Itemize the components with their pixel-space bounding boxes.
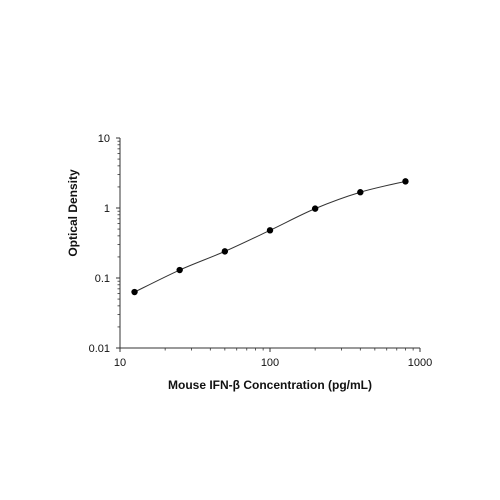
data-point <box>266 227 274 234</box>
data-point <box>131 288 138 296</box>
data-point <box>402 178 409 185</box>
y-tick-label: 0.1 <box>95 273 110 285</box>
fit-curve <box>134 180 406 293</box>
y-axis-title: Optical Density <box>66 169 80 257</box>
data-point <box>357 189 364 196</box>
axes: 0.01 0.1 1 10 10 100 1000 <box>89 133 433 369</box>
data-point <box>221 248 229 255</box>
x-axis-title: Mouse IFN-β Concentration (pg/mL) <box>168 378 372 392</box>
y-tick-label: 10 <box>98 133 110 145</box>
y-tick-label: 1 <box>104 203 110 215</box>
plot-area <box>131 178 409 296</box>
data-point <box>176 266 183 274</box>
x-tick-label: 100 <box>261 357 279 369</box>
data-point <box>311 205 319 212</box>
x-tick-label: 1000 <box>408 357 432 369</box>
x-tick-label: 10 <box>114 357 126 369</box>
y-tick-label: 0.01 <box>89 343 110 355</box>
